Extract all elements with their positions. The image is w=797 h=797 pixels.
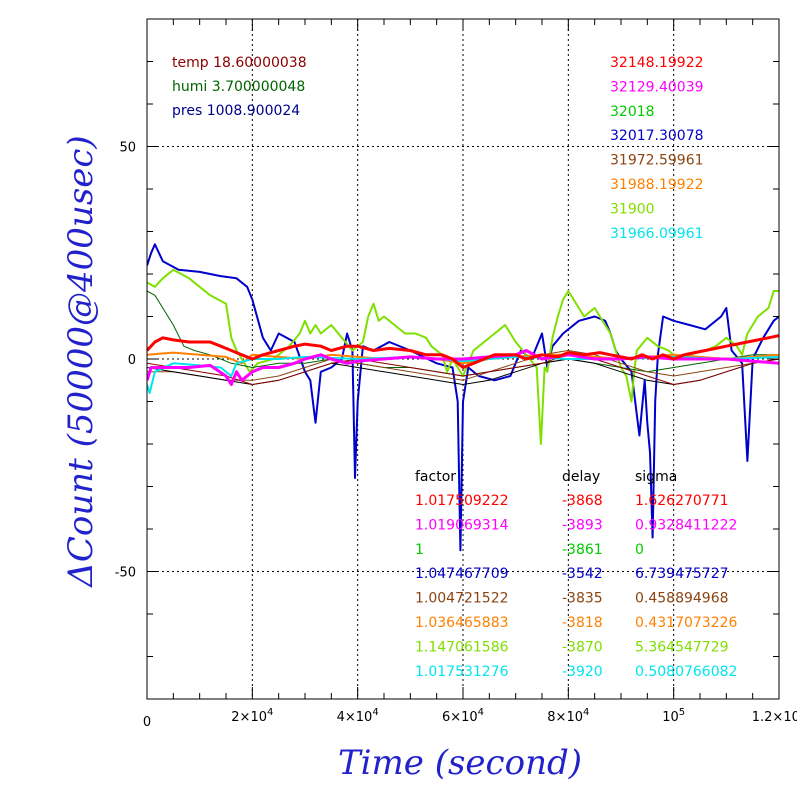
table-cell-delay: -3542 xyxy=(562,566,603,582)
table-cell-sigma: 0.9328411222 xyxy=(635,517,737,533)
table-cell-factor: 1.019069314 xyxy=(415,517,509,533)
x-tick-label: 8×104 xyxy=(547,707,589,725)
table-cell-factor: 1.017531276 xyxy=(415,664,509,680)
table-cell-sigma: 1.626270771 xyxy=(635,493,729,509)
x-tick-exponent: 4 xyxy=(583,707,589,718)
x-tick-label: 6×104 xyxy=(442,707,484,725)
series-line xyxy=(147,350,779,381)
env-label: temp 18.60000038 xyxy=(172,55,307,71)
series-lines xyxy=(147,243,779,552)
table-cell-delay: -3818 xyxy=(562,615,603,631)
x-axis-title: Time (second) xyxy=(338,743,582,783)
x-tick-label: 0 xyxy=(143,715,151,730)
table-cell-delay: -3920 xyxy=(562,664,603,680)
table-cell-factor: 1.147061586 xyxy=(415,639,509,655)
table-cell-delay: -3868 xyxy=(562,493,603,509)
counter-value: 31966.09961 xyxy=(610,226,704,242)
counter-value: 32129.40039 xyxy=(610,79,704,95)
table-cell-delay: -3893 xyxy=(562,517,603,533)
series-line xyxy=(147,243,779,552)
table-cell-factor: 1.017509222 xyxy=(415,493,509,509)
table-cell-sigma: 5.364547729 xyxy=(635,639,729,655)
counter-value: 32017.30078 xyxy=(610,128,704,144)
x-tick-exponent: 4 xyxy=(372,707,378,718)
series-line xyxy=(147,334,779,369)
annotations: temp 18.60000038 humi 3.700000048 pres 100… xyxy=(172,55,738,680)
x-tick-exponent: 4 xyxy=(267,707,273,718)
counter-value: 32018 xyxy=(610,104,655,120)
counter-value: 31988.19922 xyxy=(610,177,704,193)
y-axis-title: ΔCount (50000@400usec) xyxy=(61,135,101,588)
table-cell-factor: 1.004721522 xyxy=(415,591,509,607)
env-label: humi 3.700000048 xyxy=(172,79,305,95)
table-header: sigma xyxy=(635,469,677,485)
x-tick-exponent: 4 xyxy=(478,707,484,718)
table-header: factor xyxy=(415,469,456,485)
table-cell-sigma: 0.4317073226 xyxy=(635,615,738,631)
y-tick-label: -50 xyxy=(115,566,136,581)
y-tick-label: 0 xyxy=(128,353,136,368)
x-tick-label: 4×104 xyxy=(337,707,379,725)
table-cell-factor: 1 xyxy=(415,542,424,558)
table-cell-delay: -3835 xyxy=(562,591,603,607)
table-cell-factor: 1.036465883 xyxy=(415,615,509,631)
tick-labels: 0 2×104 4×104 6×104 8×104 1 0 5 1.2×105 -50 0 50 xyxy=(115,141,797,731)
table-cell-sigma: 0.458894968 xyxy=(635,591,729,607)
counter-value: 32148.19922 xyxy=(610,55,704,71)
table-cell-sigma: 0.5080766082 xyxy=(635,664,737,680)
x-tick-label: 1.2×105 xyxy=(752,707,797,725)
x-tick-label: 2×104 xyxy=(231,707,273,725)
table-cell-delay: -3861 xyxy=(562,542,603,558)
table-cell-sigma: 0 xyxy=(635,542,644,558)
counter-value: 31900 xyxy=(610,201,655,217)
x-tick-exponent: 5 xyxy=(679,707,685,718)
table-cell-sigma: 6.739475727 xyxy=(635,566,729,582)
table-cell-delay: -3870 xyxy=(562,639,603,655)
table-header: delay xyxy=(562,469,600,485)
y-tick-label: 50 xyxy=(119,141,136,156)
table-cell-factor: 1.047467709 xyxy=(415,566,509,582)
tick-marks xyxy=(146,18,780,700)
counter-value: 31972.59961 xyxy=(610,153,704,169)
series-line xyxy=(147,354,779,385)
env-label: pres 1008.900024 xyxy=(172,103,300,119)
